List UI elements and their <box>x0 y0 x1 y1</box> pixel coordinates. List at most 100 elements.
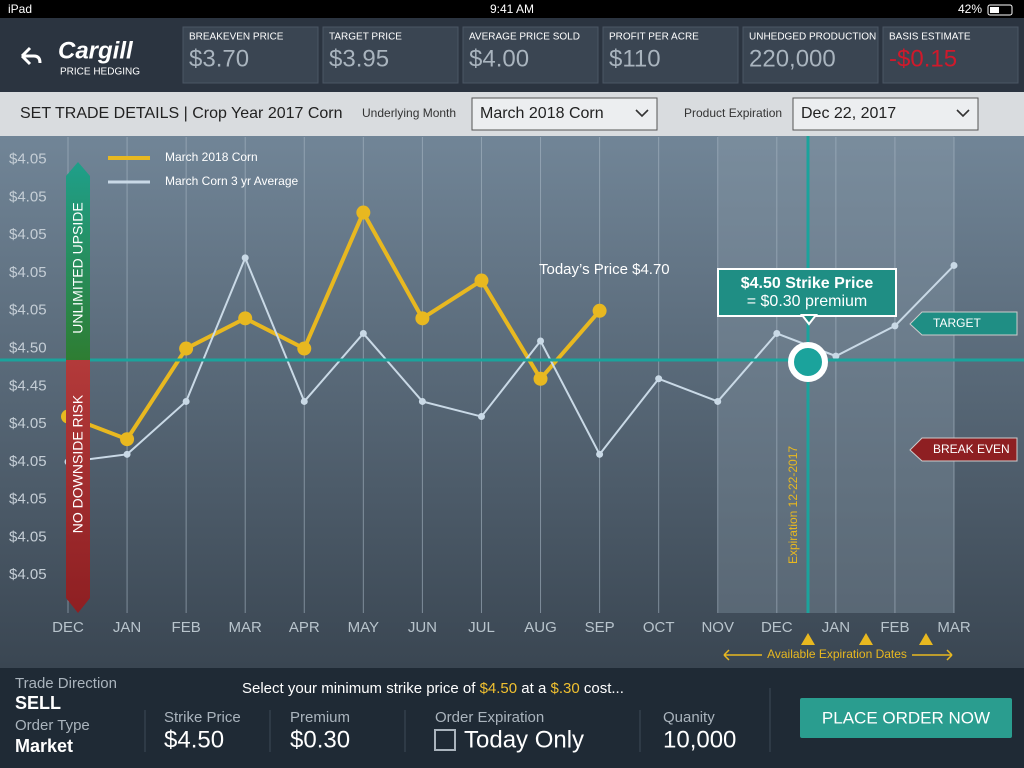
value: SELL <box>15 693 61 713</box>
value: $0.30 <box>290 726 350 753</box>
chart-area <box>0 136 1024 668</box>
y-tick-label: $4.05 <box>9 188 47 205</box>
x-tick-label: JUL <box>468 619 495 636</box>
y-tick-label: $4.05 <box>9 453 47 470</box>
stat-label: BASIS ESTIMATE <box>889 32 971 43</box>
x-tick-label: SEP <box>585 619 615 636</box>
expiration-dropdown[interactable] <box>792 97 979 131</box>
y-tick-label: $4.05 <box>9 528 47 545</box>
data-point <box>474 273 489 288</box>
underlying-label: Underlying Month <box>362 106 456 120</box>
data-point <box>415 311 430 326</box>
back-button[interactable] <box>20 46 42 66</box>
callout-pointer <box>799 314 819 326</box>
series-line <box>67 208 602 442</box>
strike-title: $4.50 Strike Price <box>741 275 874 292</box>
stat-card <box>882 26 1019 84</box>
data-point <box>179 341 194 356</box>
clock: 9:41 AM <box>490 2 534 16</box>
value: $4.50 <box>164 726 224 753</box>
x-tick-label: AUG <box>524 619 557 636</box>
data-point <box>950 261 958 269</box>
data-point <box>123 450 131 458</box>
x-tick-label: DEC <box>761 619 793 636</box>
y-tick-label: $4.50 <box>9 340 47 357</box>
prompt: Select your minimum strike price of $4.5… <box>242 680 624 697</box>
label: Premium <box>290 709 350 726</box>
stat-card <box>742 26 879 84</box>
x-tick-label: APR <box>289 619 320 636</box>
strike-handle[interactable] <box>788 342 828 382</box>
brand: Cargill <box>58 37 134 64</box>
x-tick-label: NOV <box>701 619 734 636</box>
data-point <box>655 375 663 383</box>
prompt-part: cost... <box>580 680 624 697</box>
x-tick-label: MAY <box>348 619 379 636</box>
data-point <box>182 397 190 405</box>
break-even-label: BREAK EVEN <box>933 442 1010 456</box>
x-tick-label: FEB <box>880 619 909 636</box>
y-tick-label: $4.05 <box>9 415 47 432</box>
stat-value: $110 <box>609 45 661 72</box>
legend-label: March Corn 3 yr Average <box>165 174 298 188</box>
data-point <box>773 329 781 337</box>
data-point <box>592 303 607 318</box>
data-point <box>477 413 485 421</box>
prompt-part: at a <box>517 680 550 697</box>
y-tick-label: $4.05 <box>9 566 47 583</box>
prompt-part: Select your minimum strike price of <box>242 680 480 697</box>
prompt-part: $4.50 <box>480 680 518 697</box>
stat-value: -$0.15 <box>889 45 957 72</box>
stat-label: BREAKEVEN PRICE <box>189 32 284 43</box>
stat-label: UNHEDGED PRODUCTION <box>749 32 876 43</box>
label: Quanity <box>663 709 715 726</box>
value: Today Only <box>464 726 584 753</box>
upside-label: UNLIMITED UPSIDE <box>70 202 86 333</box>
underlying-dropdown[interactable] <box>471 97 658 131</box>
battery-level <box>990 7 999 13</box>
expiration-vertical: Expiration 12-22-2017 <box>786 446 800 564</box>
available-label: Available Expiration Dates <box>767 647 907 661</box>
dividers <box>144 688 771 752</box>
trade-title: SET TRADE DETAILS | Crop Year 2017 Corn <box>20 105 343 122</box>
stat-value: $3.95 <box>329 45 389 72</box>
battery-icon <box>987 4 1013 16</box>
data-point <box>356 205 371 220</box>
expiration-value: Dec 22, 2017 <box>801 105 896 122</box>
place-order-button[interactable] <box>800 698 1012 738</box>
brand-subtitle: PRICE HEDGING <box>60 67 140 78</box>
stat-card <box>602 26 739 84</box>
downside-label: NO DOWNSIDE RISK <box>70 394 86 533</box>
data-point <box>537 337 545 345</box>
y-tick-label: $4.05 <box>9 264 47 281</box>
data-point <box>533 371 548 386</box>
x-tick-label: MAR <box>937 619 971 636</box>
value: 10,000 <box>663 726 736 753</box>
data-point <box>120 432 135 447</box>
calendar-icon <box>434 729 456 751</box>
stat-value: $4.00 <box>469 45 529 72</box>
strike-sub: = $0.30 premium <box>747 293 868 310</box>
chevron <box>956 109 970 118</box>
x-tick-label: JAN <box>822 619 850 636</box>
expiration-marker <box>859 633 873 645</box>
legend-label: March 2018 Corn <box>165 150 258 164</box>
expiration-marker <box>919 633 933 645</box>
x-tick-label: OCT <box>643 619 675 636</box>
x-tick-label: FEB <box>172 619 201 636</box>
stat-value: 220,000 <box>749 45 836 72</box>
upside-arrow <box>66 162 90 360</box>
data-point <box>596 450 604 458</box>
battery-text: 42% <box>958 2 982 16</box>
x-tick-label: JAN <box>113 619 141 636</box>
status-bar <box>0 0 1024 18</box>
x-tick-label: MAR <box>229 619 263 636</box>
downside-arrow <box>66 360 90 613</box>
underlying-value: March 2018 Corn <box>480 105 604 122</box>
button-label: PLACE ORDER NOW <box>822 708 990 727</box>
stat-label: TARGET PRICE <box>329 32 402 43</box>
prompt-part: $.30 <box>550 680 579 697</box>
expiration-label: Product Expiration <box>684 106 782 120</box>
data-point <box>418 397 426 405</box>
carrier: iPad <box>8 2 32 16</box>
